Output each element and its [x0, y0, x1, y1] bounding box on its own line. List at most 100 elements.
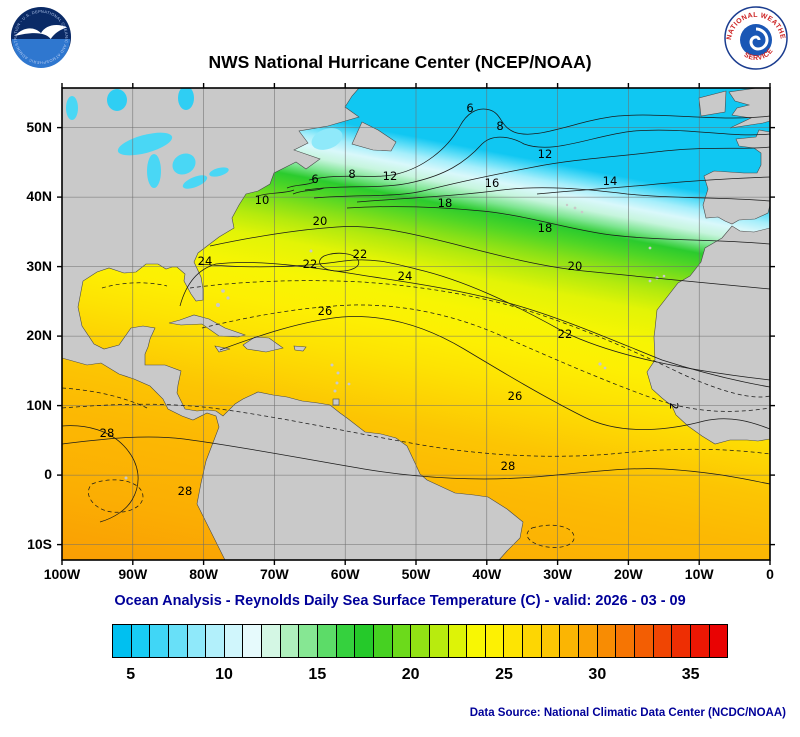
colorbar-segment: [690, 625, 710, 657]
hudson-bay-southwest: [107, 89, 127, 111]
contour-label: 6: [311, 172, 318, 186]
lon-tick-label: 30W: [543, 566, 572, 582]
colorbar-segment: [187, 625, 207, 657]
contour-label: 2: [667, 402, 681, 409]
land-layer: [62, 88, 770, 560]
contour-label: 28: [100, 426, 115, 440]
lat-tick-label: 40N: [26, 188, 52, 205]
contour-label: 14: [603, 174, 618, 188]
noaa-ocean-half: [11, 38, 71, 68]
colorbar-segment: [616, 625, 635, 657]
lon-tick-label: 50W: [401, 566, 431, 582]
contour-label: 22: [353, 247, 368, 261]
inland-water: [66, 88, 343, 189]
lon-tick-label: 0: [766, 566, 774, 582]
contour-label: 28: [178, 484, 193, 498]
colorbar-segment: [224, 625, 244, 657]
contour-label: 12: [383, 169, 398, 183]
contour-label: 22: [303, 257, 318, 271]
colorbar-tick-label: 5: [126, 666, 136, 683]
contour-label: 20: [313, 214, 328, 228]
lake-ontario: [209, 167, 229, 177]
contour-label: 24: [398, 269, 413, 283]
colorbar-segment: [299, 625, 319, 657]
lake-winnipeg: [66, 96, 78, 120]
colorbar-segment: [541, 625, 561, 657]
lon-tick-label: 70W: [259, 566, 289, 582]
contour-label: 10: [255, 193, 270, 207]
map-caption: Ocean Analysis - Reynolds Daily Sea Surf…: [114, 593, 686, 609]
lat-tick-label: 0: [44, 466, 52, 483]
colorbar-segment: [336, 625, 356, 657]
lon-tick-label: 20W: [613, 566, 643, 582]
lon-tick-label: 10W: [684, 566, 714, 582]
small-islands: [124, 203, 666, 480]
colorbar-segment: [709, 625, 728, 657]
graticule-grid: [62, 88, 770, 560]
colorbar-tick-label: 10: [215, 666, 233, 683]
britain-island: [728, 88, 770, 129]
nws-logo: NATIONAL WEATHER SERVICE: [721, 1, 788, 75]
contour-label: 6: [466, 101, 473, 115]
ireland-island: [698, 90, 727, 117]
colorbar: [112, 624, 728, 658]
axis-tick-marks: [57, 83, 775, 565]
lon-tick-label: 60W: [330, 566, 360, 582]
africa-landmass: [646, 225, 770, 445]
colorbar-segment: [579, 625, 598, 657]
lon-tick-label: 100W: [43, 566, 81, 582]
colorbar-segment: [243, 625, 263, 657]
lat-tick-label: 30N: [26, 257, 52, 274]
noaa-logo: NATIONAL OCEANIC AND ATMOSPHERIC ADMINIS…: [8, 2, 72, 73]
hispaniola-island: [242, 336, 284, 353]
colorbar-segment: [672, 625, 691, 657]
noaa-seal: NATIONAL OCEANIC AND ATMOSPHERIC ADMINIS…: [8, 2, 72, 68]
lat-tick-label: 10S: [27, 535, 52, 552]
contour-label: 28: [501, 459, 516, 473]
sst-map: 6 8 6 8 10 12 12 14 16 18 18 20 20 22 22 22 24 24 26 26 2 28 2…: [54, 80, 778, 574]
contour-label: 8: [348, 167, 355, 181]
contour-label: 24: [198, 254, 213, 268]
colorbar-segment: [318, 625, 337, 657]
gulf-of-st-lawrence: [311, 128, 343, 150]
france-iberia-landmass: [702, 129, 770, 225]
colorbar-tick-label: 30: [588, 666, 607, 683]
cuba-island: [168, 314, 246, 338]
lat-tick-label: 10N: [26, 396, 52, 413]
colorbar-tick-label: 25: [495, 666, 513, 683]
newfoundland-island: [351, 121, 397, 152]
colorbar-segment: [168, 625, 188, 657]
lat-tick-label: 50N: [26, 118, 52, 135]
americas-landmass: [62, 88, 524, 560]
noaa-gull-icon: [14, 24, 68, 39]
contour-label: 18: [438, 196, 453, 210]
page-title: NWS National Hurricane Center (NCEP/NOAA…: [208, 52, 592, 72]
contour-label-layer: 6 8 6 8 10 12 12 14 16 18 18 20 20 22 22 22 24 24 26 26 2 28 2…: [100, 101, 681, 498]
colorbar-segment: [560, 625, 580, 657]
lon-tick-label: 40W: [472, 566, 502, 582]
lake-superior: [117, 132, 173, 156]
colorbar-segment: [523, 625, 542, 657]
lon-tick-label: 90W: [118, 566, 148, 582]
lon-tick-label: 80W: [189, 566, 218, 582]
isotherm-contours: [62, 108, 770, 548]
trinidad-island: [332, 398, 340, 406]
colorbar-segment: [429, 625, 449, 657]
nws-seal: NATIONAL WEATHER SERVICE: [721, 1, 788, 70]
colorbar-segment: [485, 625, 505, 657]
contour-label: 26: [318, 304, 333, 318]
colorbar-segment: [262, 625, 281, 657]
lake-huron: [172, 153, 196, 175]
colorbar-tick-label: 35: [681, 666, 700, 683]
sst-map-canvas: 6 8 6 8 10 12 12 14 16 18 18 20 20 22 22 22 24 24 26 26 2 28 2…: [57, 83, 775, 565]
colorbar-segment: [280, 625, 300, 657]
colorbar-segment: [113, 625, 132, 657]
colorbar-segment: [131, 625, 151, 657]
hurricane-swirl-icon: [749, 27, 769, 51]
colorbar-segment: [411, 625, 430, 657]
colorbar-segment: [504, 625, 524, 657]
colorbar-segment: [597, 625, 617, 657]
contour-label: 16: [485, 176, 500, 190]
colorbar-tick-label: 20: [401, 666, 420, 683]
